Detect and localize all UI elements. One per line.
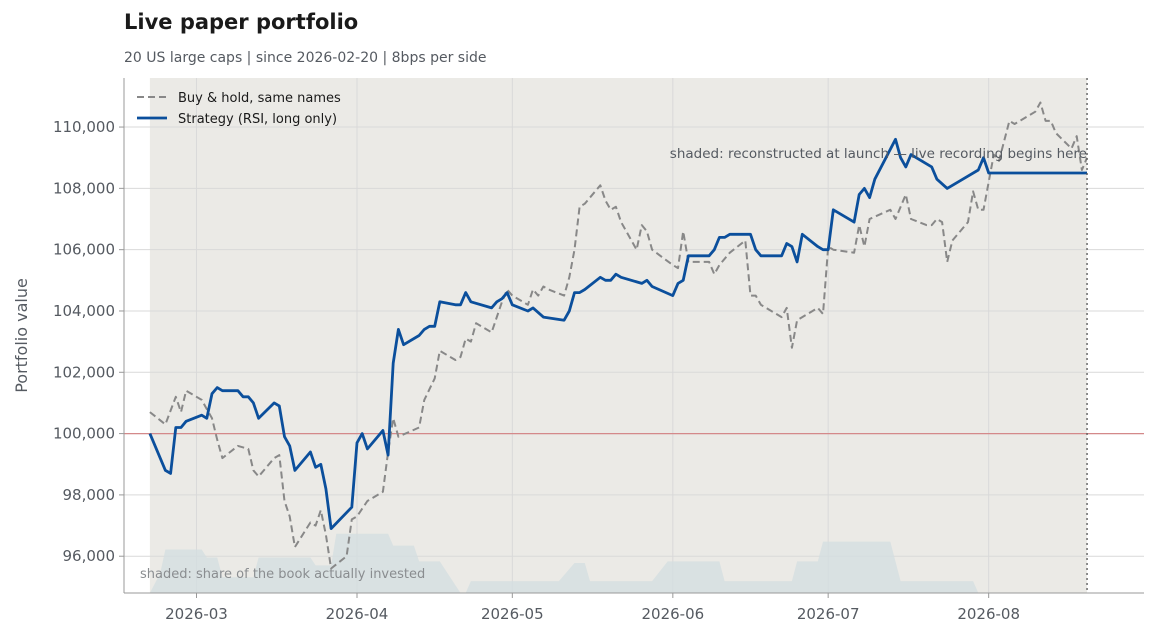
chart-title: Live paper portfolio — [124, 10, 359, 34]
strategy-line — [148, 137, 1087, 530]
legend: Buy & hold, same names Strategy (RSI, lon… — [137, 91, 341, 127]
series-layer — [148, 78, 1088, 593]
buy-hold-line — [149, 101, 1088, 570]
axes-layer: Portfolio value — [12, 78, 1144, 594]
legend-label: Buy & hold, same names — [178, 91, 341, 106]
invested-share-area — [149, 533, 1088, 593]
ticks-layer: 2026-03 2026-04 2026-05 2026-06 2026-07 2026-… — [53, 118, 1020, 623]
x-tick-label: 2026-04 — [326, 605, 389, 623]
y-tick-label: 106,000 — [53, 241, 115, 259]
y-tick-label: 108,000 — [53, 179, 115, 197]
x-tick-label: 2026-07 — [797, 605, 860, 623]
invested-area-layer — [149, 533, 1088, 593]
annotation-layer: shaded: reconstructed at launch — live r… — [140, 146, 1087, 582]
reconstructed-region — [149, 78, 1088, 593]
shading-layer — [149, 78, 1088, 593]
legend-label: Strategy (RSI, long only) — [178, 112, 337, 127]
y-tick-label: 102,000 — [53, 363, 115, 381]
y-tick-label: 104,000 — [53, 302, 115, 320]
x-tick-label: 2026-06 — [641, 605, 704, 623]
y-axis-label: Portfolio value — [12, 278, 31, 393]
live-annotation: shaded: reconstructed at launch — live r… — [670, 146, 1087, 162]
x-tick-label: 2026-03 — [165, 605, 228, 623]
y-tick-label: 98,000 — [63, 486, 116, 504]
x-tick-label: 2026-05 — [481, 605, 544, 623]
y-tick-label: 110,000 — [53, 118, 115, 136]
chart-subtitle: 20 US large caps | since 2026-02-20 | 8b… — [124, 50, 487, 66]
y-tick-label: 96,000 — [63, 547, 116, 565]
x-tick-label: 2026-08 — [957, 605, 1020, 623]
y-tick-label: 100,000 — [53, 425, 115, 443]
invested-annotation: shaded: share of the book actually inves… — [140, 567, 425, 582]
